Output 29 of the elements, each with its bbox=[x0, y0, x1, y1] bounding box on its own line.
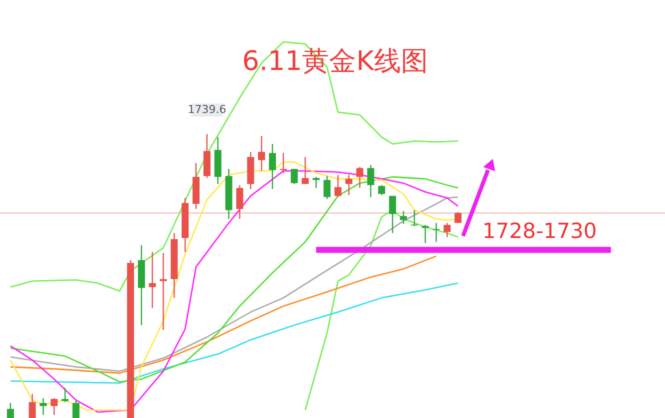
candlestick bbox=[148, 251, 156, 309]
candlestick bbox=[389, 195, 396, 234]
candlestick bbox=[72, 400, 80, 418]
candlestick bbox=[28, 393, 36, 418]
candlestick bbox=[334, 174, 342, 198]
text: 1739.6 bbox=[188, 103, 226, 116]
candlestick bbox=[6, 402, 14, 418]
candlestick bbox=[312, 176, 320, 189]
candlestick bbox=[410, 210, 418, 227]
candlestick bbox=[324, 175, 331, 200]
candlestick bbox=[236, 184, 244, 220]
candlestick bbox=[444, 222, 451, 238]
candlestick bbox=[290, 168, 298, 185]
candlestick bbox=[454, 212, 462, 224]
candlestick bbox=[345, 174, 352, 196]
candlestick bbox=[268, 143, 276, 190]
candlestick bbox=[258, 135, 266, 172]
candlestick bbox=[302, 156, 309, 185]
candlestick bbox=[160, 252, 167, 331]
candlestick bbox=[40, 398, 47, 416]
candlestick bbox=[378, 184, 386, 196]
candlestick bbox=[422, 224, 429, 244]
candlestick bbox=[356, 166, 364, 189]
candlestick bbox=[400, 210, 407, 225]
candlestick bbox=[50, 398, 58, 416]
candlestick bbox=[367, 164, 374, 198]
series-label: 1728-1730 bbox=[482, 218, 597, 243]
candlestick bbox=[62, 387, 69, 403]
candlestick bbox=[432, 222, 440, 243]
